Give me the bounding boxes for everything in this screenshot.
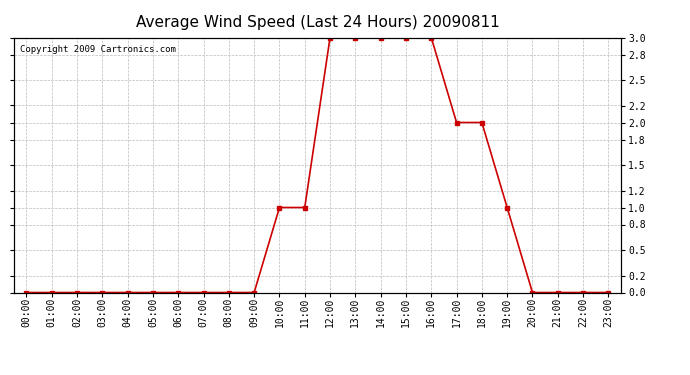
Text: Average Wind Speed (Last 24 Hours) 20090811: Average Wind Speed (Last 24 Hours) 20090… — [135, 15, 500, 30]
Text: Copyright 2009 Cartronics.com: Copyright 2009 Cartronics.com — [20, 45, 176, 54]
